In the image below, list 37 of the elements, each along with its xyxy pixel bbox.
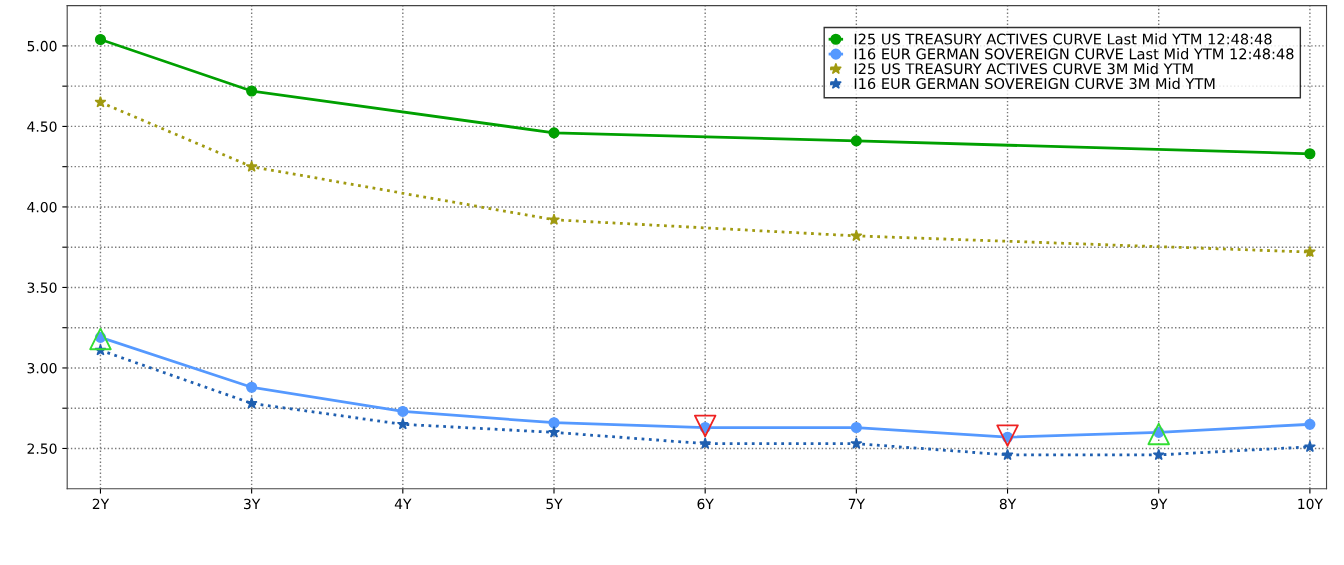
point bbox=[94, 33, 107, 46]
x-tick-label: 7Y bbox=[848, 498, 866, 509]
legend-label: I25 US TREASURY ACTIVES CURVE 3M Mid YTM bbox=[854, 62, 1193, 75]
legend-label: I16 EUR GERMAN SOVEREIGN CURVE 3M Mid YTM bbox=[854, 77, 1215, 90]
point bbox=[850, 421, 862, 434]
point bbox=[246, 85, 258, 97]
point bbox=[1152, 448, 1165, 461]
point bbox=[245, 397, 258, 409]
legend-label: I25 US TREASURY ACTIVES CURVE Last Mid YTM 12:48:48 bbox=[854, 33, 1272, 45]
y-tick-label: 2.50 bbox=[27, 443, 57, 454]
x-tick-label: 6Y bbox=[697, 498, 714, 510]
point bbox=[397, 405, 409, 417]
point bbox=[548, 426, 560, 438]
y-tick-label: 3.50 bbox=[27, 282, 57, 293]
point bbox=[246, 381, 258, 393]
y-tick-label: 3.00 bbox=[27, 362, 57, 374]
legend-label: I16 EUR GERMAN SOVEREIGN CURVE Last Mid YTM 12:48:48 bbox=[854, 48, 1294, 60]
point bbox=[396, 418, 409, 430]
x-tick-label: 9Y bbox=[1150, 498, 1168, 510]
x-tick-label: 2Y bbox=[92, 498, 110, 509]
x-tick-label: 5Y bbox=[546, 498, 563, 510]
point bbox=[1001, 448, 1014, 461]
x-tick-label: 8Y bbox=[999, 498, 1017, 510]
x-tick-label: 4Y bbox=[394, 498, 412, 509]
x-tick-label: 3Y bbox=[244, 498, 261, 510]
point bbox=[699, 437, 712, 449]
point bbox=[94, 96, 107, 108]
x-tick-label: 10Y bbox=[1298, 498, 1323, 510]
point bbox=[1304, 418, 1316, 430]
y-tick-label: 4.00 bbox=[27, 201, 57, 213]
point bbox=[89, 327, 112, 351]
y-tick-label: 4.50 bbox=[27, 121, 57, 132]
point bbox=[245, 160, 258, 172]
point bbox=[850, 437, 863, 449]
point bbox=[1303, 440, 1316, 453]
point bbox=[548, 417, 560, 429]
y-tick-label: 5.00 bbox=[27, 40, 57, 52]
